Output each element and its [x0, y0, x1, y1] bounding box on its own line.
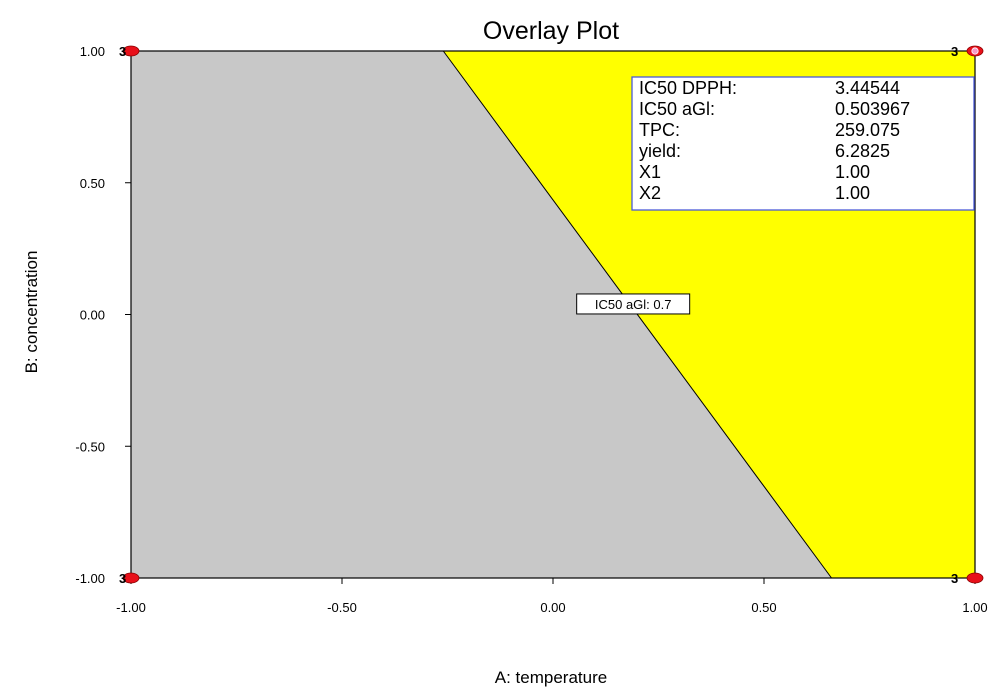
contour-label: IC50 aGl: 0.7	[576, 293, 691, 315]
x-tick-label: 1.00	[962, 600, 987, 615]
y-axis-ticks: 1.00 0.50 0.00 -0.50 -1.00	[75, 44, 131, 586]
contour-label-text: IC50 aGl: 0.7	[595, 297, 672, 312]
x-tick-label: -0.50	[327, 600, 357, 615]
design-point-count: 3	[951, 571, 958, 586]
info-row-value: 1.00	[835, 162, 870, 182]
design-point-count: 3	[119, 44, 126, 59]
y-tick-label: 0.00	[80, 308, 105, 323]
x-tick-label: 0.00	[540, 600, 565, 615]
x-axis-ticks: -1.00 -0.50 0.00 0.50 1.00	[116, 578, 988, 615]
info-row-value: 0.503967	[835, 99, 910, 119]
y-tick-label: 1.00	[80, 44, 105, 59]
chart-title: Overlay Plot	[483, 17, 619, 45]
info-box-frame	[631, 76, 975, 211]
y-tick-label: 0.50	[80, 176, 105, 191]
info-row-value: 3.44544	[835, 78, 900, 98]
design-point-count: 3	[951, 44, 958, 59]
contour-label-box	[576, 293, 691, 315]
info-row-label: X2	[639, 183, 661, 203]
selected-point-marker	[971, 47, 979, 55]
design-point-marker	[966, 572, 984, 584]
prediction-info-box: IC50 DPPH: 3.44544 IC50 aGl: 0.503967 TPC: 25…	[631, 76, 975, 211]
info-row-value: 259.075	[835, 120, 900, 140]
contour-line	[442, 50, 832, 579]
y-tick-label: -0.50	[75, 439, 105, 454]
design-point-marker	[122, 45, 140, 57]
y-axis-title: B: concentration	[22, 251, 41, 374]
info-row-value: 1.00	[835, 183, 870, 203]
info-row-label: TPC:	[639, 120, 680, 140]
info-row-label: IC50 aGl:	[639, 99, 715, 119]
x-tick-label: 0.50	[751, 600, 776, 615]
x-tick-label: -1.00	[116, 600, 146, 615]
design-point-count: 3	[119, 571, 126, 586]
info-row-label: IC50 DPPH:	[639, 78, 737, 98]
infeasible-region	[131, 51, 832, 578]
y-tick-label: -1.00	[75, 571, 105, 586]
design-point-marker	[122, 572, 140, 584]
x-axis-title: A: temperature	[495, 668, 607, 687]
info-row-label: yield:	[639, 141, 681, 161]
info-row-label: X1	[639, 162, 661, 182]
design-points: 3 3 3 3	[119, 44, 984, 586]
info-row-value: 6.2825	[835, 141, 890, 161]
